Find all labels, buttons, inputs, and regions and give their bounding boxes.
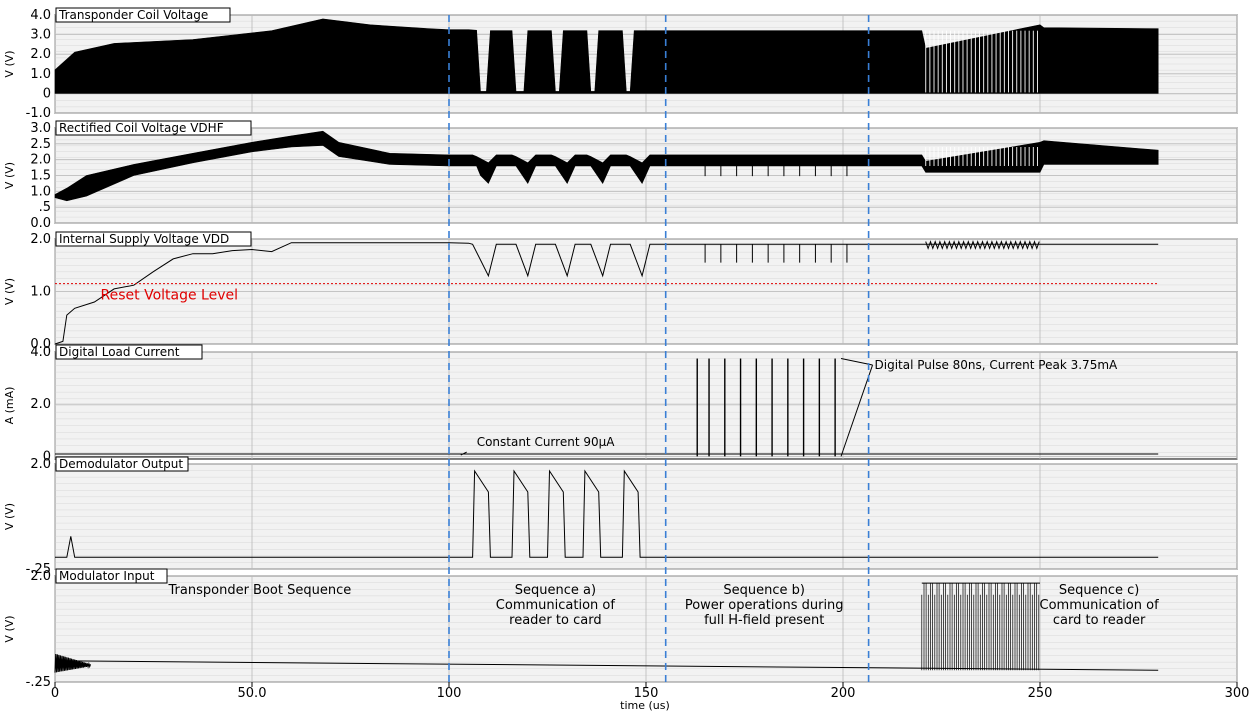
sequence-label-3: Sequence b) [723, 583, 805, 598]
y-axis-label: V (V) [3, 503, 16, 530]
sequence-label-1: Transponder Boot Sequence [168, 583, 352, 598]
y-axis-label: V (V) [3, 50, 16, 77]
panel-3: 0.0 1.0 2.0 V (V) Reset Voltage Level Interna… [3, 231, 1238, 352]
sequence-label-2: Sequence a) [515, 583, 596, 598]
y-tick-label: 4.0 [30, 8, 51, 23]
sequence-label-2: Communication of [496, 598, 616, 613]
x-tick-label: 150 [634, 686, 659, 701]
panel-title: Demodulator Output [55, 456, 189, 472]
panel-1: -1.0 0 1.0 2.0 3.0 4.0 V (V) Transponder Coil V… [3, 7, 1238, 121]
x-tick-label: 300 [1225, 686, 1250, 701]
y-tick-label: 1.0 [30, 184, 51, 199]
panel-title-text: Digital Load Current [59, 345, 180, 359]
series-envelope [54, 18, 1159, 94]
x-tick-label: 0 [51, 686, 59, 701]
panel-title-box [55, 7, 231, 23]
y-tick-label: 2.0 [30, 153, 51, 168]
panel-title: Modulator Input [55, 568, 168, 584]
y-tick-label: 2.0 [30, 47, 51, 62]
x-tick-label: 50.0 [238, 686, 267, 701]
panel-title-text: Internal Supply Voltage VDD [59, 232, 229, 246]
panel-title-box [55, 568, 168, 584]
panel-4: 0 2.0 4.0 A (mA) Constant Current 90µA Digita… [3, 344, 1238, 464]
y-tick-label: 2.0 [30, 232, 51, 247]
y-tick-label: 1.0 [30, 285, 51, 300]
panel-title-text: Modulator Input [59, 569, 155, 583]
boot-noise [54, 653, 92, 673]
panel-6: -.25 2.0 V (V) Modulator Input Transponder B… [3, 568, 1238, 690]
series-line [54, 660, 1159, 671]
supply-ripple [925, 240, 1040, 250]
y-tick-label: -.25 [26, 562, 51, 577]
panel-title-box [55, 456, 189, 472]
panel-title-text: Rectified Coil Voltage VDHF [59, 121, 224, 135]
y-tick-label: 0 [43, 449, 51, 464]
y-axis-label: V (V) [3, 162, 16, 189]
y-axis-label: V (V) [3, 278, 16, 305]
panel-title-text: Transponder Coil Voltage [58, 8, 208, 22]
y-axis-label: V (V) [3, 615, 16, 642]
x-tick-label: 100 [437, 686, 462, 701]
panels-group: -1.0 0 1.0 2.0 3.0 4.0 V (V) Transponder Coil V… [3, 7, 1238, 690]
x-axis: 0 50.0 100 150 200 250 300 [51, 682, 1250, 701]
y-tick-label: 3.0 [30, 28, 51, 43]
annotation-digital-pulse: Digital Pulse 80ns, Current Peak 3.75mA [875, 358, 1119, 372]
annotation-pointer [840, 358, 873, 366]
sequence-label-4: card to reader [1053, 613, 1146, 628]
sequence-label-4: Sequence c) [1059, 583, 1139, 598]
y-tick-label: 0.0 [30, 337, 51, 352]
y-tick-label: -1.0 [26, 106, 51, 121]
y-tick-label: 0 [43, 86, 51, 101]
panel-title-box [55, 231, 252, 247]
modulator-burst [921, 583, 1040, 671]
annotation-constant-current: Constant Current 90µA [477, 435, 616, 449]
y-tick-label: 4.0 [30, 345, 51, 360]
y-tick-label: 2.5 [30, 137, 51, 152]
series-line [55, 469, 1159, 558]
x-axis-label: time (us) [620, 699, 670, 712]
sequence-label-4: Communication of [1040, 598, 1160, 613]
x-tick-label: 200 [831, 686, 856, 701]
y-tick-label: 1.0 [30, 67, 51, 82]
panel-title: Transponder Coil Voltage [55, 7, 231, 23]
annotation-pointer [840, 364, 874, 457]
series-line [54, 242, 1159, 345]
y-tick-label: .5 [39, 200, 51, 215]
panel-title: Digital Load Current [55, 344, 203, 360]
marker-lines-group [448, 15, 870, 682]
panel-title-text: Demodulator Output [59, 457, 183, 471]
sequence-label-2: reader to card [509, 613, 601, 628]
y-tick-label: 2.0 [30, 569, 51, 584]
sequence-label-3: full H-field present [704, 613, 824, 628]
y-axis-label: A (mA) [3, 387, 16, 425]
y-tick-label: -.25 [26, 675, 51, 690]
annotation-pointer [460, 451, 467, 456]
panel-title: Rectified Coil Voltage VDHF [55, 120, 252, 136]
y-tick-label: 2.0 [30, 457, 51, 472]
panel-title-box [55, 120, 252, 136]
y-tick-label: 2.0 [30, 397, 51, 412]
sequence-label-3: Power operations during [685, 598, 844, 613]
y-tick-label: 1.5 [30, 169, 51, 184]
x-tick-label: 250 [1028, 686, 1053, 701]
panel-2: 0.0.51.01.52.02.53.0 V (V) Rectified Coil … [3, 120, 1238, 231]
panel-title-box [55, 344, 203, 360]
panel-title: Internal Supply Voltage VDD [55, 231, 252, 247]
panel-5: -.25 2.0 V (V) Demodulator Output [3, 456, 1238, 577]
y-tick-label: 3.0 [30, 121, 51, 136]
series-envelope [54, 130, 1159, 202]
y-tick-label: 0.0 [30, 216, 51, 231]
reset-voltage-label: Reset Voltage Level [101, 288, 238, 304]
